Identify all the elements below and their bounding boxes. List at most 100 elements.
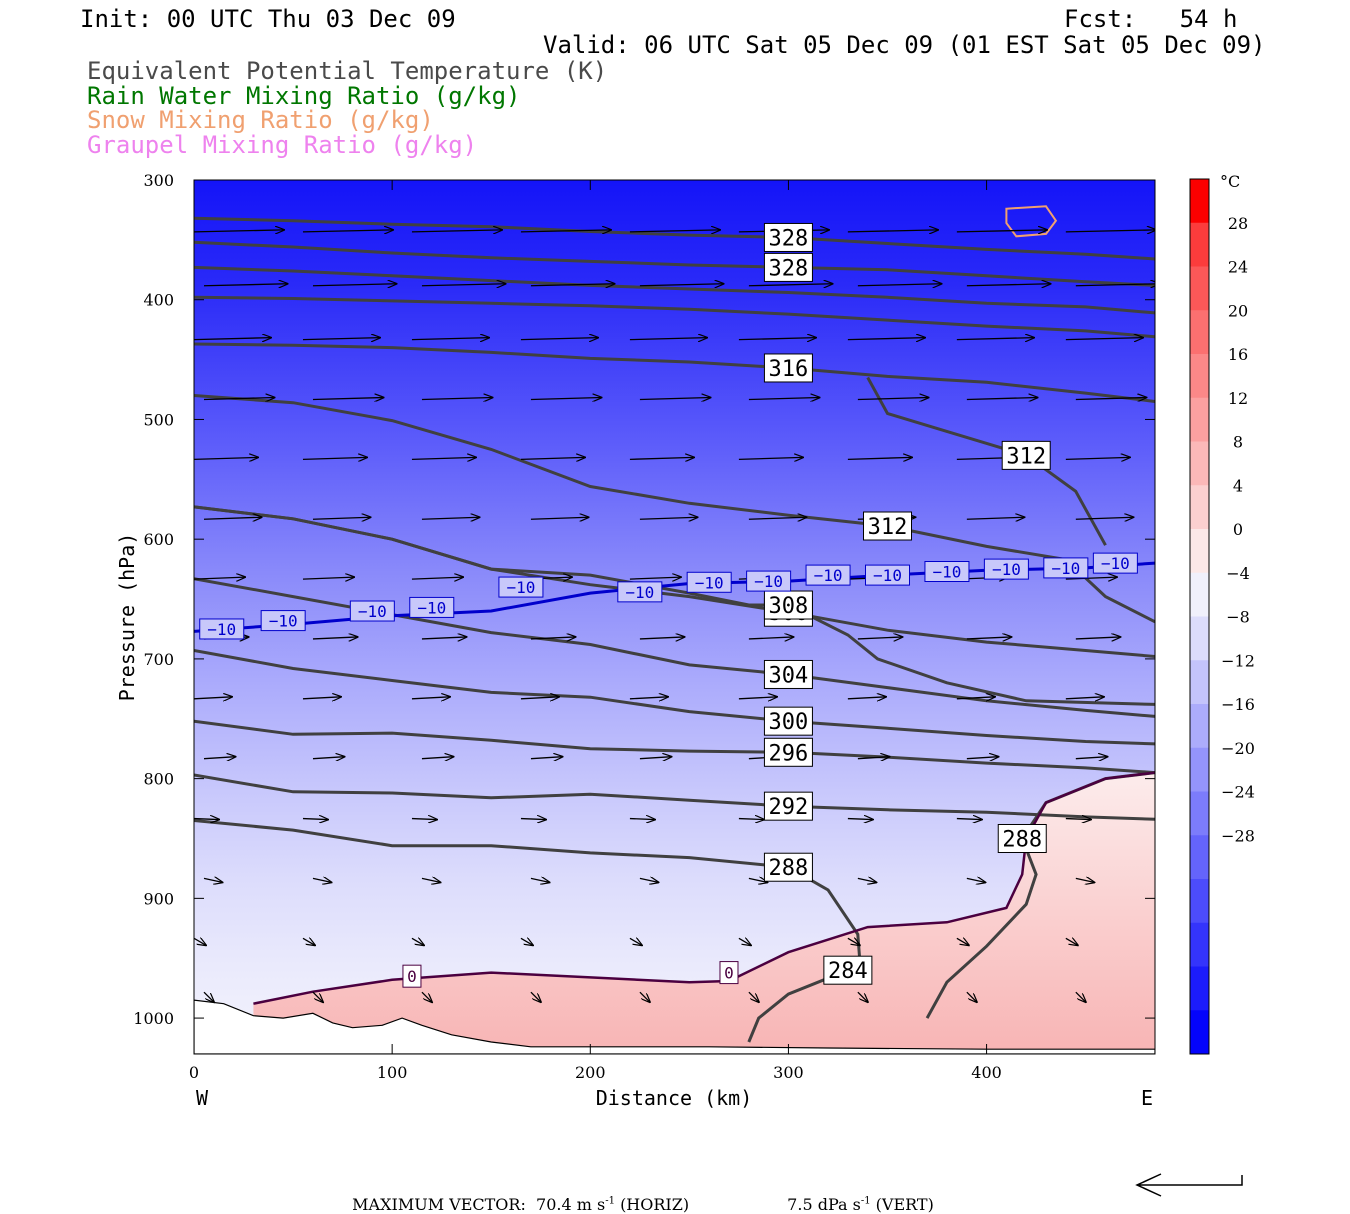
theta-e-label-1: 328 [769, 256, 809, 281]
wind-vector [857, 757, 890, 759]
wind-vector [194, 577, 245, 579]
wind-vector [411, 938, 424, 945]
colorbar-tick-label: 28 [1228, 214, 1248, 233]
wind-vector [748, 878, 768, 882]
colorbar-swatch [1190, 966, 1209, 1011]
wind-vector [520, 938, 533, 945]
theta-e-label-12: 292 [769, 795, 809, 820]
wind-vector [1075, 637, 1121, 639]
minus-ten-label-box-7 [746, 570, 792, 592]
wind-vector [302, 697, 341, 699]
colorbar-tick-label: −16 [1221, 695, 1255, 714]
colorbar-swatch [1190, 1010, 1209, 1055]
colorbar-swatch [1190, 660, 1209, 705]
above-freezing-shading [253, 772, 1155, 1054]
colorbar-tick-label: 8 [1233, 433, 1243, 452]
x-axis-label: Distance (km) [596, 1086, 753, 1110]
wind-vector [203, 991, 214, 1002]
theta-e-label-box-9 [763, 659, 813, 689]
wind-vector [1075, 878, 1095, 882]
theta-e-contour-4 [194, 342, 1155, 403]
x-tick-label: 400 [971, 1063, 1002, 1082]
wind-vector [302, 938, 315, 945]
wind-vector [966, 991, 977, 1002]
x-axis-east-label: E [1141, 1086, 1153, 1110]
wind-vector [629, 457, 694, 459]
freezing-label-box-1 [719, 961, 739, 985]
legend-graupel: Graupel Mixing Ratio (g/kg) [87, 131, 478, 159]
wind-vector [966, 517, 1025, 519]
wind-vector [520, 338, 598, 340]
wind-vector [302, 819, 328, 820]
wind-vector [639, 517, 698, 519]
legend-snow: Snow Mixing Ratio (g/kg) [87, 106, 434, 134]
theta-e-contour-0 [194, 216, 1155, 261]
wind-vector [530, 517, 589, 519]
theta-e-label-box-0 [763, 222, 813, 252]
x-tick-label: 300 [773, 1063, 804, 1082]
colorbar-swatch [1190, 704, 1209, 749]
minus-ten-label-6: −10 [695, 573, 724, 592]
wind-vector [748, 991, 759, 1002]
theta-e-label-4: 316 [769, 357, 809, 382]
theta-e-label-box-14 [823, 955, 873, 985]
colorbar-tick-label: 20 [1228, 301, 1248, 320]
wind-vector [203, 284, 288, 286]
wind-vector [738, 938, 751, 945]
freezing-contour [253, 771, 1155, 1005]
colorbar-swatch [1190, 354, 1209, 399]
theta-e-contour-12 [194, 773, 1155, 821]
theta-e-label-box-10 [763, 706, 813, 736]
theta-e-label-box-8 [763, 590, 813, 620]
colorbar-tick-label: 0 [1233, 520, 1243, 539]
wind-vector [1065, 457, 1130, 459]
theta-e-label-box-6 [1001, 440, 1051, 470]
minus-ten-label-4: −10 [506, 578, 535, 597]
wind-vector [411, 819, 437, 820]
wind-vector [629, 577, 681, 579]
theta-e-label-box-11 [763, 737, 813, 767]
y-tick-label: 600 [143, 530, 174, 549]
minus-ten-label-box-1 [260, 610, 306, 632]
theta-e-label-box-1 [763, 252, 813, 282]
wind-vector [530, 284, 615, 286]
wind-vector [847, 457, 912, 459]
wind-vector [857, 878, 877, 882]
wind-vector [748, 637, 794, 639]
minus-ten-label-box-4 [498, 576, 544, 598]
wind-vector [203, 517, 262, 519]
theta-e-contour-11 [194, 719, 1155, 775]
freezing-label-box-0 [402, 964, 422, 988]
wind-vector [530, 757, 563, 759]
wind-vector [629, 938, 642, 945]
colorbar-swatch [1190, 179, 1209, 224]
wind-vector [1075, 398, 1147, 400]
minus-ten-label-2: −10 [358, 602, 387, 621]
theta-e-contour-8 [194, 505, 1155, 706]
wind-vector [194, 457, 258, 459]
init-time: Init: 00 UTC Thu 03 Dec 09 [80, 5, 456, 33]
wind-vector [639, 757, 672, 759]
wind-vector [857, 637, 903, 639]
wind-vector [639, 878, 659, 882]
valid-time: Valid: 06 UTC Sat 05 Dec 09 (01 EST Sat … [543, 31, 1266, 59]
colorbar-swatch [1190, 222, 1209, 267]
colorbar-tick-label: 24 [1228, 258, 1248, 277]
theta-e-label-14: 284 [828, 959, 868, 984]
minus-ten-label-box-5 [617, 581, 663, 603]
wind-vector [847, 338, 925, 340]
wind-vector [194, 938, 206, 945]
wind-vector [312, 398, 384, 400]
colorbar-unit: °C [1220, 172, 1240, 191]
colorbar-tick-label: −20 [1221, 739, 1255, 758]
colorbar-tick-label: 16 [1228, 345, 1248, 364]
wind-vector [748, 517, 807, 519]
wind-vector [956, 230, 1047, 232]
wind-vector [411, 457, 476, 459]
wind-vector [847, 697, 886, 699]
wind-vector [312, 637, 358, 639]
minus-ten-label-1: −10 [269, 612, 298, 631]
theta-e-contour-3 [194, 295, 1155, 339]
wind-vector [738, 457, 803, 459]
minus-ten-label-12: −10 [1051, 559, 1080, 578]
